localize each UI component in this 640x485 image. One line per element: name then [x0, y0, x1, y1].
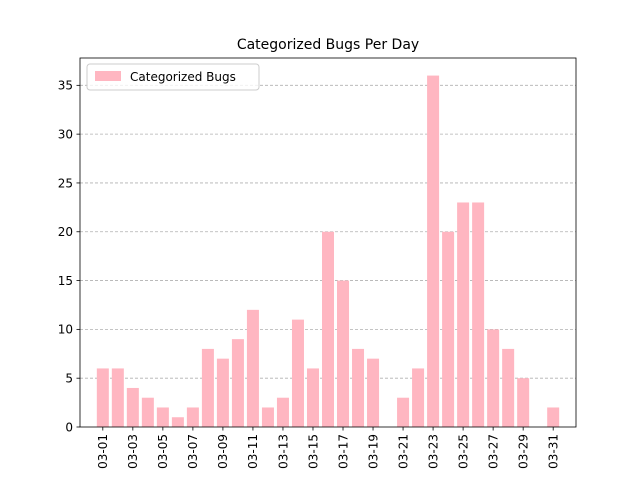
legend: Categorized Bugs [86, 63, 260, 91]
bar-03-13 [276, 397, 289, 427]
x-tick-label: 03-21 [396, 434, 410, 469]
y-tick-label: 35 [58, 79, 73, 93]
y-tick-label: 25 [58, 176, 73, 190]
x-tick-label: 03-25 [456, 434, 470, 469]
bar-03-10 [231, 339, 244, 427]
bar-03-01 [96, 368, 109, 427]
bar-03-21 [397, 397, 410, 427]
x-tick-label: 03-31 [546, 434, 560, 469]
x-tick-label: 03-17 [336, 434, 350, 469]
bar-03-24 [442, 231, 455, 427]
bar-03-03 [126, 387, 139, 427]
bar-03-22 [412, 368, 425, 427]
bar-03-17 [337, 280, 350, 427]
y-tick-label: 10 [58, 323, 73, 337]
y-tick-label: 0 [65, 420, 73, 434]
bars-layer [96, 75, 560, 428]
x-tick-label: 03-05 [156, 434, 170, 469]
bar-03-11 [246, 309, 259, 427]
bar-03-15 [306, 368, 319, 427]
bar-03-28 [502, 348, 515, 427]
chart-title: Categorized Bugs Per Day [237, 37, 419, 53]
bar-03-27 [487, 329, 500, 427]
bar-03-08 [201, 348, 214, 427]
y-tick-label: 5 [65, 371, 73, 385]
x-tick-label: 03-11 [246, 434, 260, 469]
y-tick-label: 30 [58, 127, 73, 141]
x-tick-label: 03-15 [306, 434, 320, 469]
y-tick-label: 15 [58, 274, 73, 288]
axes-layer: 0 5 10 15 20 25 30 35 03-01 03-03 03-05 03-07 03-09 0… [58, 57, 577, 469]
axes-frame [79, 57, 577, 428]
x-tick-label: 03-07 [186, 434, 200, 469]
bar-03-06 [171, 417, 184, 427]
bar-03-19 [367, 358, 380, 427]
bar-03-18 [352, 348, 365, 427]
x-tick-label: 03-01 [96, 434, 110, 469]
x-tick-label: 03-13 [276, 434, 290, 469]
bar-03-09 [216, 358, 229, 427]
legend-label: Categorized Bugs [130, 70, 236, 84]
y-tick-label: 20 [58, 225, 73, 239]
x-tick-label: 03-29 [516, 434, 530, 469]
bar-03-04 [141, 397, 154, 427]
bar-03-25 [457, 202, 470, 427]
x-tick-label: 03-27 [486, 434, 500, 469]
legend-frame [86, 63, 260, 91]
bar-03-26 [472, 202, 485, 427]
x-tick-label: 03-03 [126, 434, 140, 469]
bar-03-29 [517, 378, 530, 427]
x-tick-label: 03-23 [426, 434, 440, 469]
bar-03-07 [186, 407, 199, 427]
bar-03-16 [321, 231, 335, 427]
x-tick-label: 03-09 [216, 434, 230, 469]
bar-03-23 [427, 75, 440, 428]
bar-03-05 [156, 407, 169, 427]
bar-03-14 [291, 319, 304, 427]
bar-03-12 [261, 407, 274, 427]
bar-03-02 [111, 368, 124, 427]
legend-swatch [95, 71, 121, 81]
bar-03-31 [547, 407, 560, 427]
x-tick-label: 03-19 [366, 434, 380, 469]
